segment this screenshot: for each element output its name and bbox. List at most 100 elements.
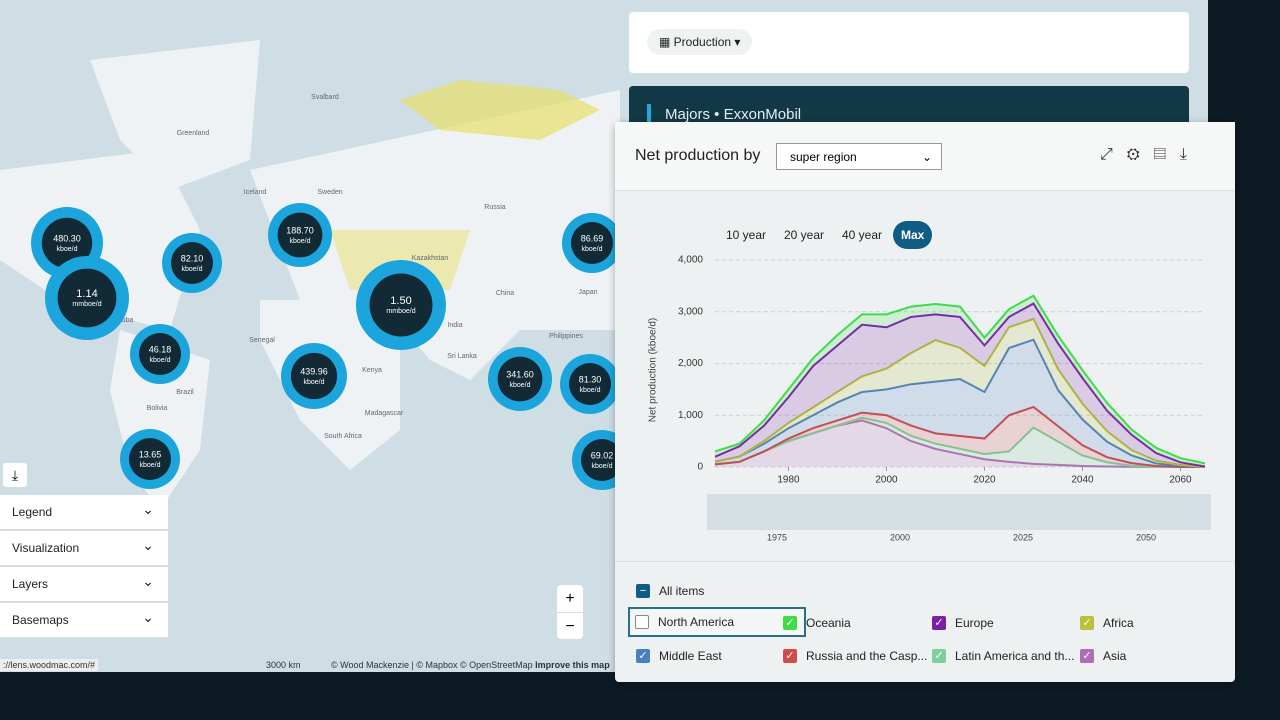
bubble-core [277,212,323,258]
range-button[interactable]: 40 year [842,228,883,242]
zoom-out[interactable]: − [557,612,583,640]
panel-icons[interactable]: ⤢⚙▤⤓ [1100,146,1201,163]
y-tick-label: 0 [697,462,703,473]
bubble-value: 86.69 [581,233,604,243]
dropdown-value: super region [790,150,857,164]
area [715,303,1205,467]
bubble-unit: kboe/d [581,246,602,253]
legend-item[interactable]: ✓ Africa [1080,611,1134,635]
x-tick-label: 2000 [875,475,898,486]
bubble-core [171,242,213,284]
area [715,420,1205,467]
bubble-core [139,333,181,375]
legend-item[interactable]: ✓ Asia [1080,644,1126,668]
zoom: + − [557,585,583,639]
x-tick-label: 2040 [1071,475,1094,486]
map-label: Philippines [549,333,583,340]
legend-label: Africa [1103,616,1134,630]
map-bubble[interactable]: 82.10 kboe/d [162,233,222,293]
y-tick-label: 3,000 [678,306,703,317]
y-tick-label: 4,000 [678,255,703,266]
bubble-unit: kboe/d [149,357,170,364]
map-label: Kenya [362,367,382,374]
bubble-unit: kboe/d [579,387,600,394]
bubble-core [57,268,117,328]
bubble-core [129,438,171,480]
bubble-core [369,273,433,337]
legend-label: Latin America and th... [955,649,1075,663]
map-label: Sweden [317,189,342,196]
legend-item[interactable]: North America [628,607,807,637]
all-items-box: − [636,584,650,598]
map-label: Madagascar [365,410,404,417]
bubble-unit: kboe/d [181,266,202,273]
x-tick-label: 1980 [777,475,800,486]
dropdown[interactable]: super region ⌄ [776,143,942,170]
divider [615,561,1235,562]
legend-item[interactable]: ✓ Europe [932,611,994,635]
banner: Majors • ExxonMobil [629,86,1189,126]
area-line [714,302,1206,468]
accordion-item[interactable]: Layers [0,567,168,602]
bubble-unit: kboe/d [509,382,530,389]
bubble-unit: kboe/d [591,463,612,470]
range-button[interactable]: 10 year [726,228,767,242]
legend-box: ✓ [932,649,946,663]
map-bubble[interactable]: 341.60 kboe/d [488,347,552,411]
map-label: Cuba [117,317,134,324]
legend-label: North America [658,615,735,629]
navigator-tick: 2000 [890,532,910,542]
map-bubble[interactable]: 188.70 kboe/d [268,203,332,267]
bubble-unit: kboe/d [303,379,324,386]
accordion-item[interactable]: Legend [0,495,168,530]
bubble-value: 13.65 [139,449,162,459]
legend-item[interactable]: ✓ Oceania [783,611,851,635]
legend-item[interactable]: ✓ Middle East [636,644,722,668]
accordion-item[interactable]: Visualization [0,531,168,566]
accordion-item[interactable]: Basemaps [0,603,168,638]
production-button[interactable]: ▦ Production ▾ [647,29,753,55]
bubble-core [581,439,623,481]
improve-link[interactable]: Improve this map [535,660,610,670]
navigator [707,494,1211,530]
bubble-value: 1.14 [76,288,97,300]
bubble-value: 341.60 [506,369,534,379]
banner-accent [647,104,651,122]
toolbar: ▦ Production ▾ [629,12,1189,73]
bubble-core [41,217,93,269]
all-items[interactable]: − All items [636,579,704,603]
legend-box: ✓ [932,616,946,630]
map-bubble[interactable]: 46.18 kboe/d [130,324,190,384]
range-button[interactable]: 20 year [784,228,825,242]
zoom-in[interactable]: + [565,590,575,607]
bubble-value: 1.50 [390,295,411,307]
banner-title: Majors • ExxonMobil [665,106,802,123]
area [715,295,1205,467]
map-label: India [447,322,462,329]
range-button[interactable]: Max [893,221,933,249]
bubble-unit: kboe/d [139,462,160,469]
bubble-unit: kboe/d [289,238,310,245]
legend-box: ✓ [783,616,797,630]
map-label: China [496,290,514,297]
legend-item[interactable]: ✓ Latin America and th... [932,644,1074,668]
legend-label: Russia and the Casp... [806,649,928,663]
url: ://lens.woodmac.com/# [0,659,99,671]
legend-label: Oceania [806,616,851,630]
download-button[interactable]: ⤓ [3,463,27,487]
bubble-unit: kboe/d [56,246,77,253]
scale: 3000 km [266,660,301,670]
map-bubble[interactable]: 439.96 kboe/d [281,343,347,409]
legend-item[interactable]: ✓ Russia and the Casp... [783,644,927,668]
map-bubble[interactable]: 86.69 kboe/d [562,213,622,273]
y-axis-label: Net production (kboe/d) [648,318,659,423]
legend-box [635,615,649,629]
map-bubble[interactable]: 13.65 kboe/d [120,429,180,489]
x-tick-label: 2020 [973,475,996,486]
panel-heading: Net production by [635,147,761,164]
bubble-value: 81.30 [579,374,602,384]
map-label: Kazakhstan [412,255,449,262]
map-bubble[interactable]: 81.30 kboe/d [560,354,620,414]
